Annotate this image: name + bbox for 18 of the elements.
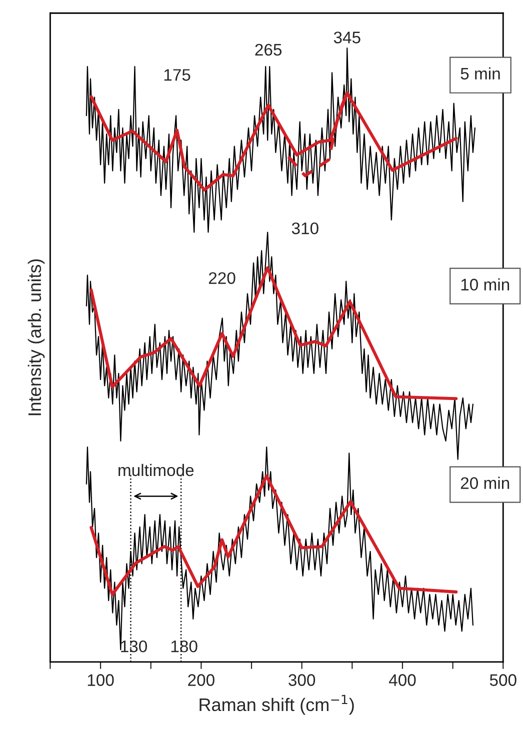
x-tick-label: 100: [88, 674, 114, 686]
annotation: 310: [292, 222, 318, 234]
x-tick-label: 400: [388, 674, 416, 686]
text: 20 min: [460, 476, 510, 490]
x-tick-label: 300: [288, 674, 316, 686]
annotation: 175: [164, 69, 190, 81]
y-axis-title: Intensity (arb. units): [28, 259, 45, 416]
annotation: 345: [334, 32, 360, 44]
annotation: 265: [255, 44, 282, 56]
ref-line-label: 130: [121, 640, 147, 652]
series-label: 5 min: [460, 67, 500, 80]
annotation: 220: [208, 272, 236, 284]
x-tick-label: 200: [188, 674, 214, 686]
x-tick-label: 500: [490, 674, 516, 686]
x-axis-title: Raman shift (cm$^{−1}$): [200, 694, 354, 715]
annotation: multimode: [118, 464, 194, 476]
text: 10 min: [461, 278, 510, 291]
ref-line-label: 180: [171, 640, 198, 652]
